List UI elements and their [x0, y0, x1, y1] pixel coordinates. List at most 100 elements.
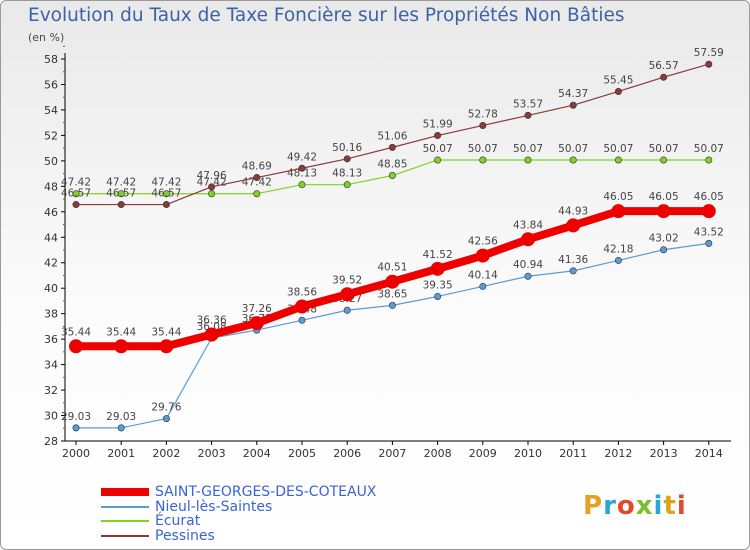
data-point — [253, 190, 261, 198]
data-label: 50.16 — [332, 142, 362, 154]
data-label: 46.57 — [151, 188, 181, 200]
data-label: 52.78 — [468, 108, 498, 120]
data-label: 46.05 — [694, 191, 724, 203]
data-label: 53.57 — [513, 98, 543, 110]
data-point — [434, 156, 442, 164]
data-label: 42.56 — [468, 236, 498, 248]
data-label: 56.57 — [649, 60, 679, 72]
x-tick-label: 2003 — [198, 447, 226, 460]
data-point — [117, 201, 125, 209]
y-tick-label: 54 — [44, 104, 58, 117]
data-point — [479, 156, 487, 164]
y-tick-label: 42 — [44, 257, 58, 270]
data-label: 39.52 — [332, 274, 362, 286]
data-point — [208, 190, 216, 198]
data-label: 35.44 — [61, 326, 91, 338]
legend-label: Écurat — [155, 513, 201, 530]
unit-label: (en %) — [28, 31, 65, 44]
data-label: 46.57 — [106, 188, 136, 200]
data-point — [204, 327, 219, 342]
data-point — [524, 111, 532, 119]
data-label: 38.65 — [377, 288, 407, 300]
data-point — [298, 164, 306, 172]
data-label: 47.42 — [242, 177, 272, 189]
logo-letter: i — [653, 491, 664, 521]
x-tick-label: 2011 — [559, 447, 587, 460]
legend-label: Nieul-lès-Saintes — [155, 498, 273, 515]
y-tick-label: 30 — [44, 410, 58, 423]
data-label: 46.05 — [603, 191, 633, 203]
data-point — [614, 256, 622, 264]
x-tick-label: 2001 — [107, 447, 135, 460]
data-point — [162, 415, 170, 423]
data-label: 48.13 — [332, 168, 362, 180]
y-tick-label: 32 — [44, 384, 58, 397]
data-label: 55.45 — [603, 74, 633, 86]
x-tick-label: 2014 — [695, 447, 723, 460]
data-label: 50.07 — [603, 143, 633, 155]
data-point — [340, 287, 355, 302]
data-point — [208, 183, 216, 191]
data-point — [521, 232, 535, 247]
data-point — [434, 132, 442, 140]
data-point — [114, 339, 129, 354]
data-point — [660, 73, 668, 81]
data-point — [388, 172, 396, 180]
data-point — [295, 299, 309, 314]
legend-label: SAINT-GEORGES-DES-COTEAUX — [155, 484, 377, 501]
data-label: 43.02 — [649, 233, 679, 245]
data-point — [117, 190, 125, 198]
data-label: 37.26 — [242, 303, 272, 315]
data-point — [705, 60, 713, 68]
data-label: 54.37 — [558, 88, 588, 100]
x-tick-label: 2006 — [333, 447, 361, 460]
data-label: 41.52 — [423, 249, 453, 261]
data-label: 36.36 — [197, 315, 227, 327]
data-point — [614, 87, 622, 95]
data-point — [701, 204, 716, 219]
data-label: 50.07 — [694, 143, 724, 155]
y-tick-label: 46 — [44, 206, 58, 219]
legend: SAINT-GEORGES-DES-COTEAUX Nieul-lès-Saint… — [101, 485, 376, 543]
data-label: 42.18 — [603, 243, 633, 255]
data-point — [159, 339, 174, 354]
y-tick-label: 34 — [44, 359, 58, 372]
logo-letter: t — [663, 491, 677, 521]
y-tick-label: 38 — [44, 308, 58, 321]
data-label: 40.14 — [468, 269, 498, 281]
data-label: 50.07 — [423, 143, 453, 155]
data-point — [479, 282, 487, 290]
data-label: 50.07 — [513, 143, 543, 155]
data-label: 51.06 — [377, 130, 407, 142]
data-point — [705, 239, 713, 247]
data-label: 46.57 — [61, 188, 91, 200]
x-tick-label: 2009 — [469, 447, 497, 460]
logo-letter: o — [616, 491, 636, 521]
x-tick-label: 2004 — [243, 447, 271, 460]
data-label: 40.94 — [513, 259, 543, 271]
data-label: 29.03 — [61, 411, 91, 423]
data-point — [660, 156, 668, 164]
data-point — [656, 204, 671, 219]
data-point — [475, 248, 490, 263]
data-point — [72, 201, 80, 209]
data-label: 40.51 — [377, 262, 407, 274]
data-label: 57.59 — [694, 47, 724, 59]
data-label: 41.36 — [558, 254, 588, 266]
proxiti-logo: Proxiti — [583, 491, 687, 521]
data-point — [569, 267, 577, 275]
data-point — [569, 156, 577, 164]
data-point — [72, 424, 80, 432]
data-point — [388, 143, 396, 151]
data-point — [117, 424, 125, 432]
data-point — [253, 174, 261, 182]
data-label: 39.35 — [423, 279, 453, 291]
data-label: 50.07 — [558, 143, 588, 155]
data-label: 48.13 — [287, 168, 317, 180]
data-point — [385, 274, 400, 289]
y-tick-label: 52 — [44, 129, 58, 142]
data-label: 29.76 — [151, 402, 181, 414]
data-point — [611, 204, 626, 219]
data-point — [566, 218, 581, 233]
